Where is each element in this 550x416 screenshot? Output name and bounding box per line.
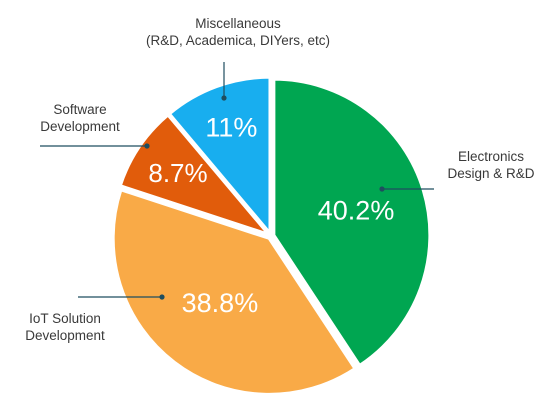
value-label-electronics: 40.2%: [318, 196, 395, 226]
pie-slices: [111, 75, 432, 396]
leader-dot-electronics: [379, 186, 385, 192]
label-iot-solution: IoT Solution Development: [25, 311, 105, 343]
leader-dot-iot: [159, 294, 165, 300]
slice-iot: [111, 188, 357, 396]
slice-misc: [167, 75, 272, 235]
value-label-misc: 11%: [205, 113, 257, 143]
leader-dot-misc: [221, 95, 227, 101]
label-miscellaneous: Miscellaneous (R&D, Academica, DIYers, e…: [145, 16, 331, 48]
value-label-iot: 38.8%: [182, 288, 259, 318]
leader-lines: [40, 62, 434, 300]
label-electronics-design: Electronics Design & R&D: [447, 149, 535, 181]
slice-software: [118, 113, 271, 236]
leader-dot-software: [144, 143, 150, 149]
slice-electronics: [272, 77, 432, 367]
slice-value-labels: 40.2% 38.8% 8.7% 11%: [148, 113, 394, 318]
value-label-software: 8.7%: [148, 158, 207, 188]
label-software-development: Software Development: [40, 102, 120, 134]
